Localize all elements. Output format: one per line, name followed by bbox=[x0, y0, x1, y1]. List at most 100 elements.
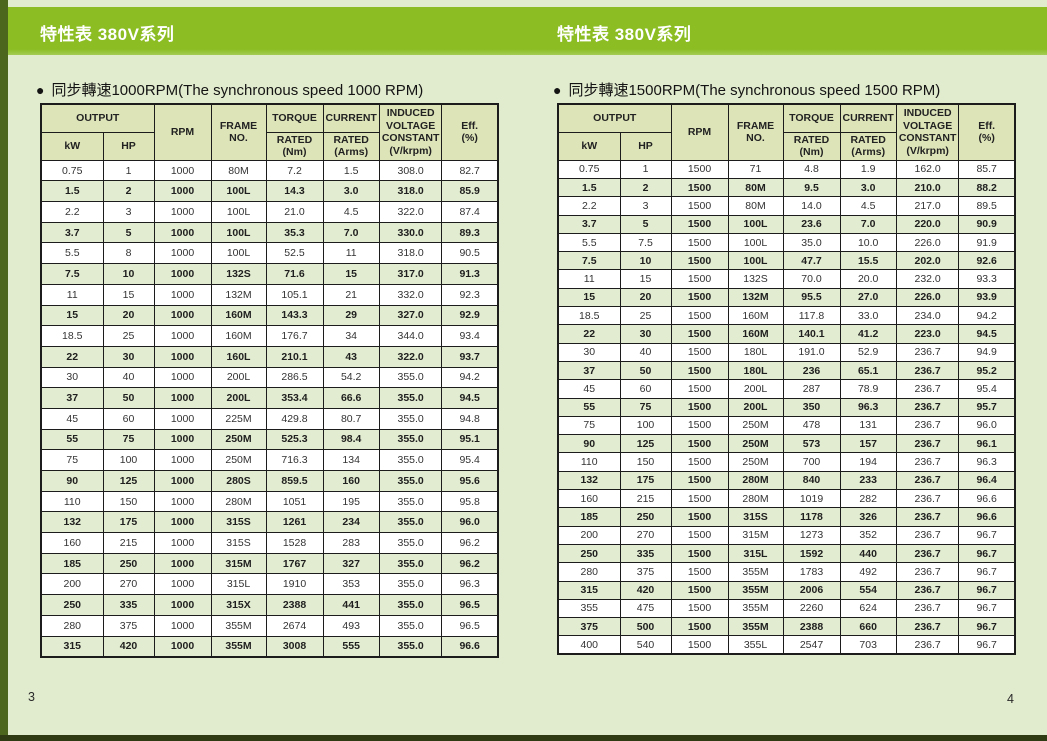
table-row: 315 420 1000 355M 3008 555 355.0 96.6 bbox=[40, 635, 499, 658]
table-row: 22 30 1000 160L 210.1 43 322.0 93.7 bbox=[40, 345, 499, 368]
table-cell: 180L bbox=[727, 342, 784, 362]
table-cell: 95.7 bbox=[958, 397, 1016, 417]
table-cell: 554 bbox=[839, 580, 897, 600]
col-header-current-rated: RATED (Arms) bbox=[322, 131, 380, 161]
table-cell: 65.1 bbox=[839, 360, 897, 381]
table-cell: 315S bbox=[210, 532, 267, 554]
table-cell: 94.5 bbox=[441, 387, 499, 409]
table-cell: 3.7 bbox=[40, 221, 104, 244]
table-cell: 100L bbox=[210, 180, 267, 203]
table-cell: 317.0 bbox=[378, 263, 443, 285]
page-number-left: 3 bbox=[28, 690, 35, 704]
table-cell: 82.7 bbox=[441, 159, 499, 182]
table-cell: 327.0 bbox=[378, 304, 443, 327]
table-cell: 96.7 bbox=[958, 580, 1016, 600]
table-cell: 1000 bbox=[153, 242, 212, 265]
table-cell: 355M bbox=[727, 598, 784, 619]
table-cell: 9.5 bbox=[782, 177, 841, 198]
col-header-kw: kW bbox=[557, 131, 621, 161]
table-cell: 215 bbox=[619, 489, 672, 509]
table-cell: 200L bbox=[210, 366, 267, 389]
table-cell: 7.5 bbox=[619, 232, 672, 253]
banner-title-left: 特性表 380V系列 bbox=[40, 25, 175, 44]
table-cell: 35.3 bbox=[265, 221, 324, 244]
table-cell: 375 bbox=[619, 562, 672, 582]
table-cell: 327 bbox=[322, 552, 380, 575]
table-cell: 226.0 bbox=[895, 287, 960, 308]
table-cell: 30 bbox=[40, 366, 104, 389]
table-cell: 236 bbox=[782, 360, 841, 381]
spec-table-1500rpm: OUTPUT RPM FRAME NO. TORQUE CURRENT INDU… bbox=[557, 103, 1016, 656]
table-cell: 233 bbox=[839, 470, 897, 491]
table-cell: 1767 bbox=[265, 552, 324, 575]
table-cell: 96.7 bbox=[958, 617, 1016, 637]
table-cell: 283 bbox=[322, 532, 380, 554]
table-cell: 236.7 bbox=[895, 452, 960, 472]
table-cell: 18.5 bbox=[557, 306, 621, 326]
table-cell: 355.0 bbox=[378, 635, 443, 658]
col-header-kw: kW bbox=[40, 131, 104, 161]
table-cell: 280 bbox=[40, 614, 104, 637]
table-cell: 250 bbox=[40, 594, 104, 616]
table-cell: 87.4 bbox=[441, 201, 499, 223]
table-cell: 96.3 bbox=[441, 573, 499, 596]
table-cell: 95.5 bbox=[782, 287, 841, 308]
bullet-icon: ● bbox=[553, 82, 562, 98]
table-row: 250 335 1000 315X 2388 441 355.0 96.5 bbox=[40, 594, 499, 616]
table-cell: 315S bbox=[210, 511, 267, 534]
table-cell: 270 bbox=[619, 525, 672, 545]
table-cell: 95.1 bbox=[441, 428, 499, 451]
table-cell: 1000 bbox=[153, 387, 212, 409]
table-cell: 420 bbox=[619, 580, 672, 600]
table-cell: 234 bbox=[322, 511, 380, 534]
col-header-current-rated: RATED (Arms) bbox=[839, 131, 897, 161]
table-row: 200 270 1500 315M 1273 352 236.7 96.7 bbox=[557, 525, 1016, 545]
table-cell: 25 bbox=[102, 325, 155, 347]
table-row: 280 375 1000 355M 2674 493 355.0 96.5 bbox=[40, 614, 499, 637]
table-cell: 175 bbox=[619, 470, 672, 491]
table-cell: 96.7 bbox=[958, 562, 1016, 582]
table-cell: 217.0 bbox=[895, 196, 960, 216]
table-cell: 175 bbox=[102, 511, 155, 534]
table-cell: 287 bbox=[782, 379, 841, 399]
table-cell: 1000 bbox=[153, 325, 212, 347]
table-cell: 95.6 bbox=[441, 470, 499, 492]
table-cell: 236.7 bbox=[895, 342, 960, 362]
table-cell: 315 bbox=[557, 580, 621, 600]
table-cell: 18.5 bbox=[40, 325, 104, 347]
table-cell: 95.4 bbox=[441, 449, 499, 471]
table-cell: 27.0 bbox=[839, 287, 897, 308]
table-cell: 286.5 bbox=[265, 366, 324, 389]
table-cell: 100L bbox=[210, 221, 267, 244]
table-cell: 1000 bbox=[153, 304, 212, 327]
table-row: 375 500 1500 355M 2388 660 236.7 96.7 bbox=[557, 617, 1016, 637]
table-cell: 96.6 bbox=[441, 635, 499, 658]
table-cell: 280M bbox=[210, 490, 267, 513]
table-cell: 202.0 bbox=[895, 251, 960, 271]
table-cell: 132 bbox=[557, 470, 621, 491]
table-cell: 326 bbox=[839, 507, 897, 527]
table-row: 45 60 1000 225M 429.8 80.7 355.0 94.8 bbox=[40, 407, 499, 430]
table-row: 11 15 1500 132S 70.0 20.0 232.0 93.3 bbox=[557, 269, 1016, 289]
table-cell: 2 bbox=[102, 180, 155, 203]
table-row: 0.75 1 1500 71 4.8 1.9 162.0 85.7 bbox=[557, 159, 1016, 179]
table-cell: 45 bbox=[557, 379, 621, 399]
header-banner: 特性表 380V系列 特性表 380V系列 bbox=[8, 7, 1047, 55]
table-cell: 71.6 bbox=[265, 263, 324, 285]
table-cell: 110 bbox=[40, 490, 104, 513]
table-cell: 7.0 bbox=[322, 221, 380, 244]
table-cell: 236.7 bbox=[895, 379, 960, 399]
table-cell: 160 bbox=[40, 532, 104, 554]
table-cell: 1500 bbox=[670, 232, 729, 253]
table-cell: 1.5 bbox=[40, 180, 104, 203]
page-number-right: 4 bbox=[1007, 692, 1014, 706]
table-cell: 420 bbox=[102, 635, 155, 658]
col-header-current: CURRENT bbox=[322, 103, 380, 133]
table-cell: 1000 bbox=[153, 263, 212, 285]
table-cell: 220.0 bbox=[895, 214, 960, 234]
table-cell: 100L bbox=[727, 214, 784, 234]
table-row: 110 150 1000 280M 1051 195 355.0 95.8 bbox=[40, 490, 499, 513]
table-row: 5.5 8 1000 100L 52.5 11 318.0 90.5 bbox=[40, 242, 499, 265]
table-cell: 78.9 bbox=[839, 379, 897, 399]
table-cell: 478 bbox=[782, 415, 841, 436]
